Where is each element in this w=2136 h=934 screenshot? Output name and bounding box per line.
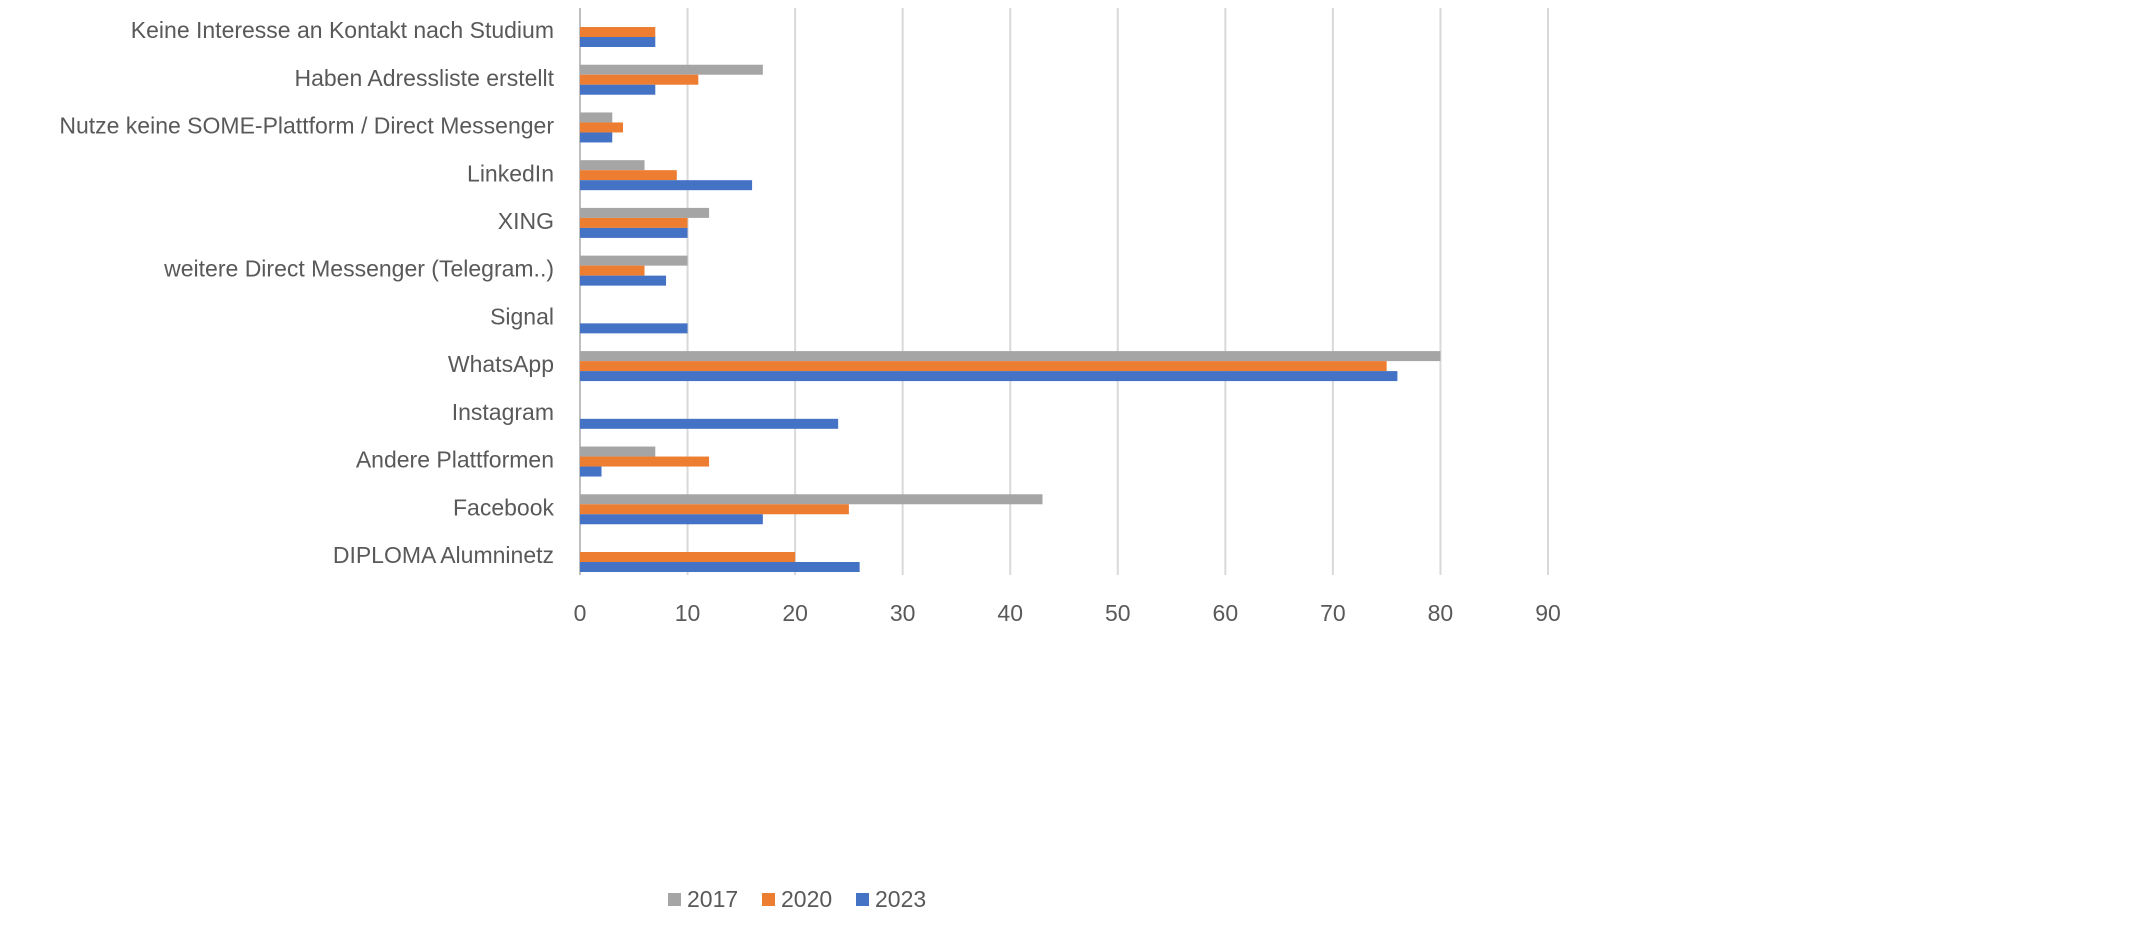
legend-swatch	[762, 893, 775, 906]
y-tick-label: DIPLOMA Alumninetz	[333, 542, 554, 568]
x-tick-label: 0	[574, 600, 587, 626]
bar	[580, 494, 1043, 505]
bar	[580, 180, 753, 191]
y-tick-label: Andere Plattformen	[356, 447, 554, 473]
x-tick-label: 80	[1428, 600, 1454, 626]
bar	[580, 351, 1441, 362]
y-tick-label: XING	[498, 208, 554, 234]
bar	[580, 227, 688, 238]
bar	[580, 514, 763, 525]
bar	[580, 323, 688, 334]
y-tick-label: Signal	[490, 303, 554, 329]
x-tick-label: 90	[1535, 600, 1561, 626]
bar	[580, 275, 667, 286]
bar	[580, 160, 645, 171]
bar	[580, 64, 763, 75]
legend-label: 2023	[875, 886, 926, 912]
legend-swatch	[856, 893, 869, 906]
bar	[580, 37, 656, 47]
y-tick-label: LinkedIn	[467, 160, 554, 186]
bar	[580, 371, 1398, 382]
x-tick-label: 60	[1213, 600, 1239, 626]
y-tick-label: WhatsApp	[448, 351, 554, 377]
bar	[580, 74, 699, 85]
x-tick-label: 30	[890, 600, 916, 626]
bar	[580, 27, 656, 37]
bar	[580, 562, 860, 572]
bar	[580, 456, 710, 467]
x-tick-label: 10	[675, 600, 701, 626]
x-tick-label: 40	[997, 600, 1023, 626]
bar	[580, 265, 645, 276]
x-tick-label: 70	[1320, 600, 1346, 626]
x-tick-label: 20	[782, 600, 808, 626]
y-tick-label: Haben Adressliste erstellt	[294, 65, 554, 91]
bar	[580, 466, 602, 477]
bar	[580, 552, 796, 562]
bar	[580, 132, 613, 143]
y-tick-label: weitere Direct Messenger (Telegram..)	[163, 256, 554, 282]
bar	[580, 122, 624, 133]
legend-label: 2020	[781, 886, 832, 912]
bar	[580, 217, 688, 228]
legend-swatch	[668, 893, 681, 906]
bar	[580, 170, 677, 181]
y-tick-label: Nutze keine SOME-Plattform / Direct Mess…	[59, 113, 554, 139]
y-tick-label: Keine Interesse an Kontakt nach Studium	[131, 17, 554, 43]
y-tick-label: Facebook	[453, 494, 555, 520]
bar	[580, 446, 656, 457]
legend-label: 2017	[687, 886, 738, 912]
bar	[580, 255, 688, 266]
x-tick-label: 50	[1105, 600, 1131, 626]
bar	[580, 84, 656, 95]
bar	[580, 207, 710, 218]
bar	[580, 418, 839, 429]
bar	[580, 361, 1387, 372]
y-tick-label: Instagram	[452, 399, 554, 425]
bar	[580, 112, 613, 123]
bar	[580, 504, 849, 515]
